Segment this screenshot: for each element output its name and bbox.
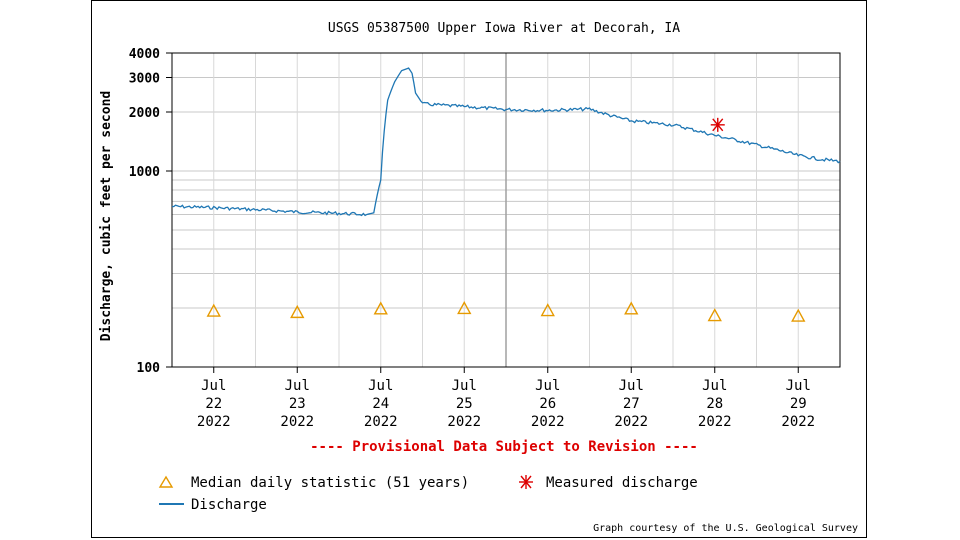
legend-measured-marker: [519, 475, 533, 489]
chart-title: USGS 05387500 Upper Iowa River at Decora…: [328, 21, 680, 36]
y-axis-label: Discharge, cubic feet per second: [99, 91, 114, 341]
x-tick-label: 2022: [698, 414, 732, 430]
x-tick-label: 25: [456, 396, 473, 412]
measured-marker: [710, 117, 725, 132]
x-tick-label: Jul: [285, 378, 310, 394]
x-tick-label: 2022: [364, 414, 398, 430]
y-tick-label: 100: [137, 361, 161, 376]
x-tick-label: 23: [289, 396, 306, 412]
x-tick-label: 2022: [781, 414, 815, 430]
y-tick-label: 4000: [129, 47, 160, 62]
y-axis-ticks: 100 1000 2000 3000 4000: [129, 47, 172, 376]
x-tick-label: 2022: [531, 414, 565, 430]
x-tick-label: Jul: [535, 378, 560, 394]
x-axis-ticks: Jul 22 2022 Jul 23 2022 Jul 24 2022 Jul 25 2022 Jul 2…: [197, 367, 815, 430]
x-tick-label: 29: [790, 396, 807, 412]
y-tick-label: 3000: [129, 71, 160, 86]
x-tick-label: Jul: [702, 378, 727, 394]
discharge-line: [171, 67, 841, 217]
x-tick-label: Jul: [368, 378, 393, 394]
x-tick-label: Jul: [452, 378, 477, 394]
legend-measured-label: Measured discharge: [546, 475, 698, 491]
legend-median-marker: [158, 475, 174, 488]
median-marker: [540, 303, 555, 317]
x-tick-label: Jul: [619, 378, 644, 394]
legend-median-label: Median daily statistic (51 years): [191, 475, 469, 491]
median-marker: [373, 301, 388, 315]
median-marker: [707, 308, 722, 322]
plot-area-border: [171, 52, 841, 368]
grid-lines: [171, 53, 841, 367]
y-tick-label: 2000: [129, 106, 160, 121]
x-tick-label: 2022: [447, 414, 481, 430]
x-tick-label: Jul: [786, 378, 811, 394]
x-tick-label: 2022: [280, 414, 314, 430]
median-marker: [791, 308, 806, 322]
credit-text: Graph courtesy of the U.S. Geological Su…: [593, 523, 858, 534]
median-marker: [457, 300, 472, 315]
y-tick-label: 1000: [129, 165, 160, 180]
chart-frame: USGS 05387500 Upper Iowa River at Decora…: [91, 0, 867, 538]
x-tick-label: 2022: [614, 414, 648, 430]
x-tick-label: 2022: [197, 414, 231, 430]
median-marker: [624, 301, 639, 315]
discharge-chart: USGS 05387500 Upper Iowa River at Decora…: [99, 21, 858, 534]
x-tick-label: Jul: [201, 378, 226, 394]
provisional-notice: ---- Provisional Data Subject to Revisio…: [310, 439, 698, 455]
x-tick-label: 28: [706, 396, 723, 412]
median-marker: [290, 304, 305, 319]
x-tick-label: 22: [205, 396, 222, 412]
series-layer: [171, 67, 841, 322]
x-tick-label: 24: [372, 396, 389, 412]
legend: Median daily statistic (51 years) Measur…: [158, 475, 698, 513]
median-marker: [206, 303, 221, 317]
legend-discharge-label: Discharge: [191, 497, 267, 513]
x-tick-label: 27: [623, 396, 640, 412]
x-tick-label: 26: [539, 396, 556, 412]
